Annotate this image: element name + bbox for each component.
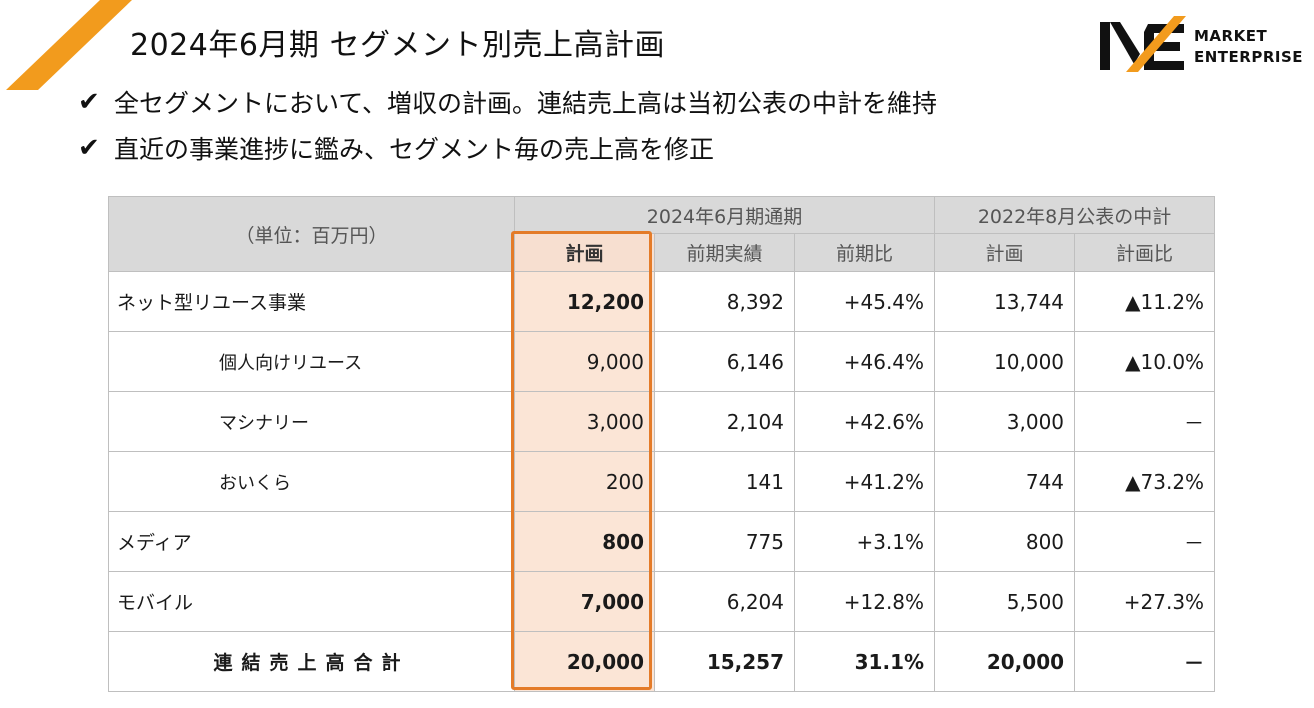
cell-yoy: 31.1%: [793, 631, 936, 692]
cell-ratio: ▲10.0%: [1074, 331, 1216, 392]
bullet-item: ✔ 全セグメントにおいて、増収の計画。連結売上高は当初公表の中計を維持: [78, 82, 937, 122]
table-row: メディア 800 775 +3.1% 800 －: [108, 511, 1216, 572]
col-header-plan-ratio: 計画比: [1074, 233, 1216, 272]
logo-text-line2: ENTERPRISE: [1194, 48, 1304, 66]
cell-yoy: +45.4%: [793, 271, 936, 332]
segment-name: モバイル: [108, 571, 515, 632]
cell-prev: 2,104: [654, 391, 795, 452]
check-icon: ✔: [78, 133, 100, 163]
cell-mtp: 5,500: [934, 571, 1076, 632]
page-title: 2024年6月期 セグメント別売上高計画: [130, 28, 665, 63]
col-header-plan: 計画: [514, 233, 655, 272]
cell-prev: 775: [654, 511, 795, 572]
cell-ratio: －: [1074, 391, 1216, 452]
company-logo: MARKET ENTERPRISE: [1096, 16, 1306, 74]
cell-prev: 6,146: [654, 331, 795, 392]
cell-mtp: 744: [934, 451, 1076, 512]
cell-ratio: +27.3%: [1074, 571, 1216, 632]
segment-name: メディア: [108, 511, 515, 572]
bullet-item: ✔ 直近の事業進捗に鑑み、セグメント毎の売上高を修正: [78, 128, 937, 168]
cell-mtp: 10,000: [934, 331, 1076, 392]
cell-yoy: +3.1%: [793, 511, 936, 572]
table-row: おいくら 200 141 +41.2% 744 ▲73.2%: [108, 451, 1216, 512]
col-header-yoy: 前期比: [793, 233, 936, 272]
cell-plan: 12,200: [514, 271, 655, 332]
cell-yoy: +46.4%: [793, 331, 936, 392]
cell-prev: 6,204: [654, 571, 795, 632]
cell-plan: 200: [514, 451, 655, 512]
table-row: モバイル 7,000 6,204 +12.8% 5,500 +27.3%: [108, 571, 1216, 632]
logo-mark-icon: [1100, 16, 1186, 72]
cell-ratio: －: [1074, 511, 1216, 572]
cell-plan: 800: [514, 511, 655, 572]
cell-mtp: 800: [934, 511, 1076, 572]
logo-text-line1: MARKET: [1194, 27, 1268, 45]
cell-ratio: ▲11.2%: [1074, 271, 1216, 332]
unit-label: （単位：百万円）: [108, 196, 515, 272]
cell-ratio: －: [1074, 631, 1216, 692]
cell-yoy: +42.6%: [793, 391, 936, 452]
cell-plan: 9,000: [514, 331, 655, 392]
segment-name: ネット型リユース事業: [108, 271, 515, 332]
cell-prev: 15,257: [654, 631, 795, 692]
col-header-prev-actual: 前期実績: [654, 233, 795, 272]
sub-segment-name: 個人向けリユース: [108, 331, 515, 392]
cell-yoy: +12.8%: [793, 571, 936, 632]
table-row: 個人向けリユース 9,000 6,146 +46.4% 10,000 ▲10.0…: [108, 331, 1216, 392]
bullet-list: ✔ 全セグメントにおいて、増収の計画。連結売上高は当初公表の中計を維持 ✔ 直近…: [78, 82, 937, 174]
cell-prev: 141: [654, 451, 795, 512]
check-icon: ✔: [78, 87, 100, 117]
corner-accent-stripe: [0, 0, 140, 100]
table-row-total: 連結売上高合計 20,000 15,257 31.1% 20,000 －: [108, 631, 1216, 692]
col-header-mtp-plan: 計画: [934, 233, 1076, 272]
bullet-text: 直近の事業進捗に鑑み、セグメント毎の売上高を修正: [114, 135, 715, 164]
group-header-fy2024: 2024年6月期通期: [513, 196, 936, 234]
cell-plan: 7,000: [514, 571, 655, 632]
cell-ratio: ▲73.2%: [1074, 451, 1216, 512]
sub-segment-name: おいくら: [108, 451, 515, 512]
segment-sales-table: （単位：百万円） 2024年6月期通期 2022年8月公表の中計 計画 前期実績…: [108, 196, 1216, 692]
cell-plan: 20,000: [514, 631, 655, 692]
cell-prev: 8,392: [654, 271, 795, 332]
cell-plan: 3,000: [514, 391, 655, 452]
total-label: 連結売上高合計: [108, 631, 515, 692]
cell-mtp: 3,000: [934, 391, 1076, 452]
cell-mtp: 13,744: [934, 271, 1076, 332]
table-row: ネット型リユース事業 12,200 8,392 +45.4% 13,744 ▲1…: [108, 271, 1216, 332]
group-header-mtp: 2022年8月公表の中計: [934, 196, 1216, 234]
cell-mtp: 20,000: [934, 631, 1076, 692]
bullet-text: 全セグメントにおいて、増収の計画。連結売上高は当初公表の中計を維持: [114, 89, 938, 118]
sub-segment-name: マシナリー: [108, 391, 515, 452]
table-row: マシナリー 3,000 2,104 +42.6% 3,000 －: [108, 391, 1216, 452]
cell-yoy: +41.2%: [793, 451, 936, 512]
